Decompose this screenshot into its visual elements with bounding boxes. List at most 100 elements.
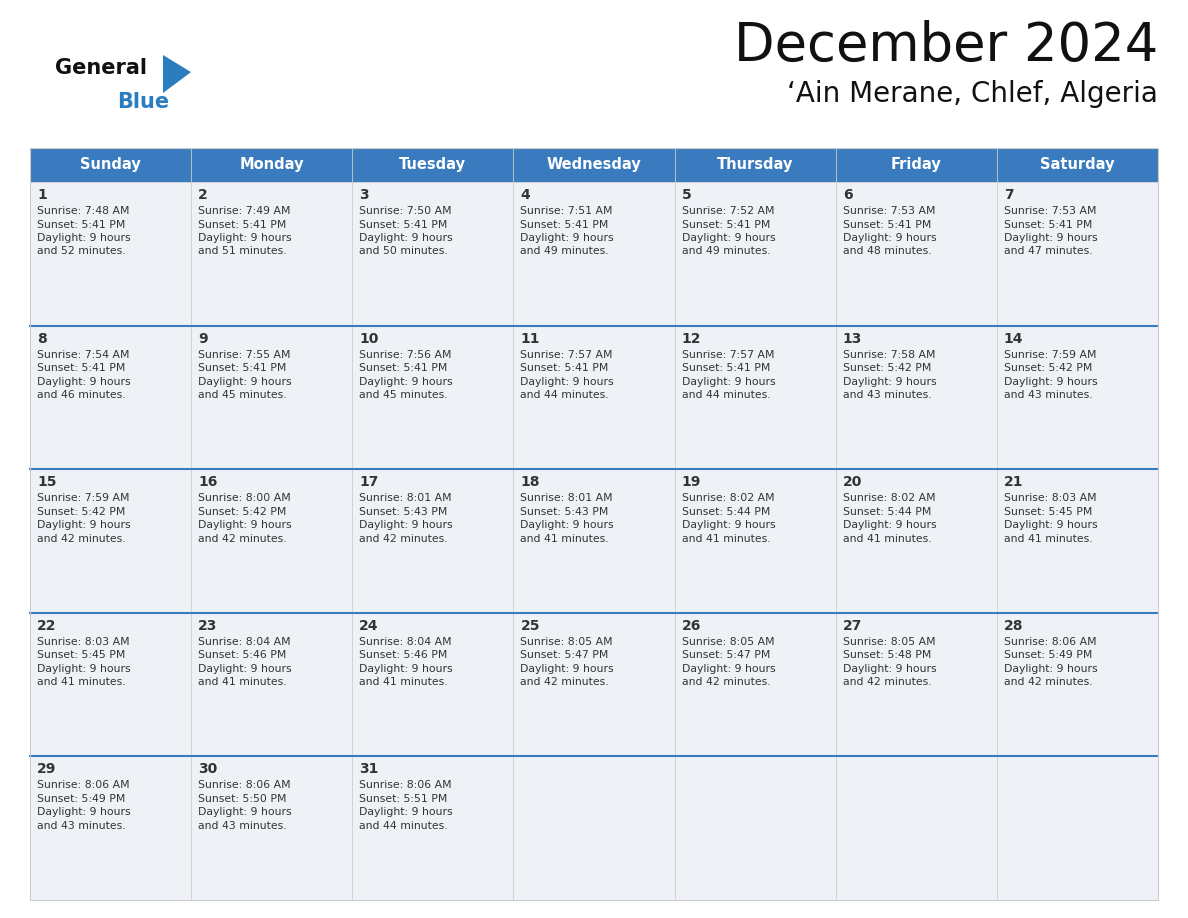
Text: Daylight: 9 hours: Daylight: 9 hours (1004, 376, 1098, 386)
Text: Sunset: 5:46 PM: Sunset: 5:46 PM (359, 650, 448, 660)
Text: Daylight: 9 hours: Daylight: 9 hours (682, 664, 776, 674)
Text: Daylight: 9 hours: Daylight: 9 hours (198, 233, 292, 243)
Text: Daylight: 9 hours: Daylight: 9 hours (359, 376, 453, 386)
Text: Daylight: 9 hours: Daylight: 9 hours (37, 664, 131, 674)
Text: and 51 minutes.: and 51 minutes. (198, 247, 286, 256)
Text: and 41 minutes.: and 41 minutes. (198, 677, 286, 688)
Text: Sunrise: 7:59 AM: Sunrise: 7:59 AM (1004, 350, 1097, 360)
Text: Sunset: 5:44 PM: Sunset: 5:44 PM (842, 507, 931, 517)
Text: and 43 minutes.: and 43 minutes. (37, 821, 126, 831)
Text: Daylight: 9 hours: Daylight: 9 hours (842, 664, 936, 674)
Text: Daylight: 9 hours: Daylight: 9 hours (359, 233, 453, 243)
Text: Daylight: 9 hours: Daylight: 9 hours (198, 376, 292, 386)
Text: and 52 minutes.: and 52 minutes. (37, 247, 126, 256)
Text: Sunset: 5:41 PM: Sunset: 5:41 PM (198, 219, 286, 230)
Text: Sunrise: 8:02 AM: Sunrise: 8:02 AM (682, 493, 775, 503)
Text: 8: 8 (37, 331, 46, 345)
Text: Daylight: 9 hours: Daylight: 9 hours (1004, 521, 1098, 531)
Text: Sunrise: 7:50 AM: Sunrise: 7:50 AM (359, 206, 451, 216)
Text: Sunset: 5:41 PM: Sunset: 5:41 PM (682, 219, 770, 230)
Text: Sunset: 5:41 PM: Sunset: 5:41 PM (37, 364, 126, 373)
Text: Blue: Blue (116, 92, 169, 112)
Text: Sunrise: 8:05 AM: Sunrise: 8:05 AM (682, 637, 775, 647)
Text: and 49 minutes.: and 49 minutes. (520, 247, 609, 256)
Text: and 44 minutes.: and 44 minutes. (359, 821, 448, 831)
Text: Daylight: 9 hours: Daylight: 9 hours (37, 521, 131, 531)
Text: 1: 1 (37, 188, 46, 202)
Text: Daylight: 9 hours: Daylight: 9 hours (359, 808, 453, 817)
Text: 4: 4 (520, 188, 530, 202)
Text: Sunset: 5:41 PM: Sunset: 5:41 PM (359, 219, 448, 230)
Text: Sunrise: 8:06 AM: Sunrise: 8:06 AM (198, 780, 291, 790)
Text: Sunset: 5:49 PM: Sunset: 5:49 PM (1004, 650, 1092, 660)
Text: Sunrise: 8:01 AM: Sunrise: 8:01 AM (520, 493, 613, 503)
Text: 14: 14 (1004, 331, 1023, 345)
Text: Daylight: 9 hours: Daylight: 9 hours (198, 664, 292, 674)
Text: and 42 minutes.: and 42 minutes. (198, 533, 286, 543)
Text: Sunset: 5:43 PM: Sunset: 5:43 PM (520, 507, 608, 517)
Text: and 44 minutes.: and 44 minutes. (520, 390, 609, 400)
Text: Sunrise: 7:56 AM: Sunrise: 7:56 AM (359, 350, 451, 360)
Text: Wednesday: Wednesday (546, 158, 642, 173)
Text: and 41 minutes.: and 41 minutes. (359, 677, 448, 688)
Text: Daylight: 9 hours: Daylight: 9 hours (520, 521, 614, 531)
Text: ‘Ain Merane, Chlef, Algeria: ‘Ain Merane, Chlef, Algeria (788, 80, 1158, 108)
Text: 12: 12 (682, 331, 701, 345)
Text: 27: 27 (842, 619, 862, 633)
Text: and 41 minutes.: and 41 minutes. (682, 533, 770, 543)
Bar (30, 182, 1158, 326)
Text: Sunset: 5:45 PM: Sunset: 5:45 PM (37, 650, 126, 660)
Text: and 41 minutes.: and 41 minutes. (37, 677, 126, 688)
Text: 31: 31 (359, 763, 379, 777)
Text: 16: 16 (198, 476, 217, 489)
Text: and 42 minutes.: and 42 minutes. (520, 677, 609, 688)
Text: Sunset: 5:41 PM: Sunset: 5:41 PM (682, 364, 770, 373)
Text: and 41 minutes.: and 41 minutes. (1004, 533, 1093, 543)
Text: 30: 30 (198, 763, 217, 777)
Text: Sunset: 5:41 PM: Sunset: 5:41 PM (37, 219, 126, 230)
Text: Daylight: 9 hours: Daylight: 9 hours (842, 376, 936, 386)
Text: Daylight: 9 hours: Daylight: 9 hours (359, 521, 453, 531)
Text: Sunrise: 7:51 AM: Sunrise: 7:51 AM (520, 206, 613, 216)
Text: 6: 6 (842, 188, 852, 202)
Text: Sunrise: 7:55 AM: Sunrise: 7:55 AM (198, 350, 291, 360)
Text: and 50 minutes.: and 50 minutes. (359, 247, 448, 256)
Text: Sunset: 5:43 PM: Sunset: 5:43 PM (359, 507, 448, 517)
Text: and 42 minutes.: and 42 minutes. (682, 677, 770, 688)
Text: Daylight: 9 hours: Daylight: 9 hours (520, 664, 614, 674)
Text: Sunset: 5:49 PM: Sunset: 5:49 PM (37, 794, 126, 804)
Text: Daylight: 9 hours: Daylight: 9 hours (1004, 233, 1098, 243)
Text: and 41 minutes.: and 41 minutes. (842, 533, 931, 543)
Bar (30, 326, 1158, 469)
Text: Sunrise: 8:06 AM: Sunrise: 8:06 AM (1004, 637, 1097, 647)
Text: 29: 29 (37, 763, 56, 777)
Text: General: General (55, 58, 147, 78)
Text: Daylight: 9 hours: Daylight: 9 hours (37, 808, 131, 817)
Text: Sunrise: 8:04 AM: Sunrise: 8:04 AM (198, 637, 291, 647)
Text: Sunrise: 7:52 AM: Sunrise: 7:52 AM (682, 206, 775, 216)
Text: Sunset: 5:41 PM: Sunset: 5:41 PM (520, 364, 608, 373)
Text: Sunrise: 7:49 AM: Sunrise: 7:49 AM (198, 206, 291, 216)
Text: Sunday: Sunday (81, 158, 141, 173)
Text: and 42 minutes.: and 42 minutes. (37, 533, 126, 543)
Text: and 44 minutes.: and 44 minutes. (682, 390, 770, 400)
Text: 25: 25 (520, 619, 539, 633)
Bar (30, 613, 1158, 756)
Text: and 46 minutes.: and 46 minutes. (37, 390, 126, 400)
Text: Sunrise: 8:00 AM: Sunrise: 8:00 AM (198, 493, 291, 503)
Text: 23: 23 (198, 619, 217, 633)
Text: and 42 minutes.: and 42 minutes. (842, 677, 931, 688)
Bar (30, 469, 1158, 613)
Text: 18: 18 (520, 476, 539, 489)
Text: Sunset: 5:50 PM: Sunset: 5:50 PM (198, 794, 286, 804)
Text: Saturday: Saturday (1041, 158, 1114, 173)
Text: and 43 minutes.: and 43 minutes. (842, 390, 931, 400)
Text: Sunrise: 8:04 AM: Sunrise: 8:04 AM (359, 637, 451, 647)
Text: Thursday: Thursday (716, 158, 794, 173)
Text: Sunrise: 8:01 AM: Sunrise: 8:01 AM (359, 493, 451, 503)
Text: Sunset: 5:41 PM: Sunset: 5:41 PM (198, 364, 286, 373)
Text: 10: 10 (359, 331, 379, 345)
Text: Daylight: 9 hours: Daylight: 9 hours (37, 233, 131, 243)
Text: Sunrise: 7:57 AM: Sunrise: 7:57 AM (520, 350, 613, 360)
Text: 21: 21 (1004, 476, 1023, 489)
